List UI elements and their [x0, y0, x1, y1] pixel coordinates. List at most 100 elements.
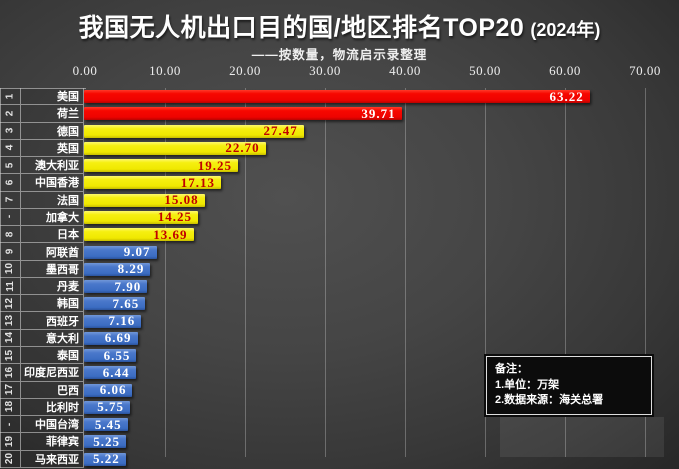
country-label: 中国台湾	[21, 416, 84, 434]
rank-label: 14	[4, 332, 16, 344]
value-label: 5.25	[93, 433, 120, 449]
rank-label: 18	[4, 401, 16, 413]
rank-label: 5	[4, 162, 16, 168]
country-label: 比利时	[21, 398, 84, 417]
axis-tick-label: 40.00	[389, 63, 421, 78]
country-label: 马来西亚	[21, 450, 84, 468]
country-label: 日本	[21, 226, 84, 244]
value-bar: 5.25	[84, 433, 126, 449]
value-label: 6.69	[104, 330, 132, 346]
axis-tick-label: 0.00	[72, 63, 98, 78]
rank-label: 3	[4, 127, 16, 134]
bar-zone: 39.71	[84, 105, 679, 122]
value-label: 15.08	[164, 192, 199, 208]
value-bar: 5.22	[84, 451, 126, 466]
rank-cell: 10	[0, 260, 21, 278]
value-label: 6.44	[102, 364, 130, 380]
bar-zone: 63.22	[84, 88, 679, 105]
chart-subtitle: ——按数量，物流启示录整理	[251, 48, 428, 62]
table-row: 2 荷兰 39.71	[0, 105, 679, 123]
country-label: 澳大利亚	[21, 157, 84, 175]
table-row: 20 马来西亚 5.22	[0, 450, 679, 468]
rank-cell: 2	[0, 105, 21, 123]
table-row: 16 印度尼西亚 6.44	[0, 364, 679, 382]
country-label: 泰国	[21, 346, 84, 365]
country-label: 印度尼西亚	[21, 364, 84, 382]
rank-cell: 6	[0, 174, 21, 192]
country-label: 德国	[21, 122, 84, 140]
chart-title-main: 我国无人机出口目的国/地区排名TOP20	[78, 14, 525, 42]
table-row: - 加拿大 14.25	[0, 208, 679, 227]
bar-zone: 5.22	[84, 451, 679, 468]
rank-label: 4	[4, 145, 16, 151]
rank-cell: 9	[0, 243, 21, 261]
rank-cell: 11	[0, 277, 21, 296]
bar-zone: 8.29	[84, 261, 679, 278]
rank-label: 1	[4, 93, 16, 99]
value-label: 5.45	[94, 416, 122, 432]
rank-cell: 7	[0, 191, 21, 209]
value-bar: 7.16	[84, 313, 142, 329]
value-bar: 17.13	[84, 174, 222, 190]
bar-zone: 5.75	[84, 399, 679, 416]
table-row: 18 比利时 5.75	[0, 398, 679, 417]
value-label: 7.16	[108, 313, 136, 329]
country-label: 阿联酋	[21, 243, 84, 261]
axis-tick-label: 30.00	[309, 63, 341, 78]
table-row: 19 菲律宾 5.25	[0, 433, 679, 451]
value-label: 17.13	[180, 174, 216, 190]
rank-label: 9	[4, 248, 16, 255]
gridline	[165, 88, 166, 457]
rank-cell: 15	[0, 346, 21, 365]
country-label: 意大利	[21, 329, 84, 347]
country-label: 菲律宾	[21, 433, 84, 451]
value-label: 22.70	[225, 140, 260, 156]
country-label: 西班牙	[21, 312, 84, 330]
note-line: 2.数据来源：海关总署	[495, 394, 604, 406]
rank-label: -	[4, 422, 16, 426]
bar-zone: 6.06	[84, 382, 679, 399]
rank-cell: 14	[0, 329, 21, 347]
rank-label: 6	[4, 179, 16, 186]
gridline	[325, 88, 326, 457]
value-label: 63.22	[549, 88, 584, 104]
bar-zone: 9.07	[84, 243, 679, 260]
bar-zone: 5.45	[84, 416, 679, 433]
rank-label: 16	[4, 366, 16, 378]
plot-area: 1 美国 63.22 2 荷兰 39.71 3 德国 27.47 4 英国 22.70 5 澳大利亚 19.…	[0, 88, 679, 468]
rank-cell: 19	[0, 433, 21, 451]
country-label: 韩国	[21, 295, 84, 313]
value-bar: 7.65	[84, 296, 146, 311]
value-bar: 27.47	[84, 123, 304, 138]
bar-zone: 5.25	[84, 433, 679, 450]
rank-cell: 20	[0, 450, 21, 468]
value-bar: 6.44	[84, 364, 136, 380]
country-label: 中国香港	[21, 174, 84, 192]
country-label: 墨西哥	[21, 260, 84, 278]
rank-cell: 12	[0, 295, 21, 313]
bar-zone: 7.90	[84, 278, 679, 295]
bar-zone: 27.47	[84, 123, 679, 140]
background-patch	[500, 417, 664, 457]
value-bar: 15.08	[84, 192, 205, 208]
value-bar: 19.25	[84, 158, 238, 173]
rank-label: 7	[4, 196, 16, 203]
value-bar: 14.25	[84, 209, 198, 224]
bar-rows: 1 美国 63.22 2 荷兰 39.71 3 德国 27.47 4 英国 22.70 5 澳大利亚 19.…	[0, 88, 679, 468]
bar-zone: 7.16	[84, 312, 679, 329]
bar-zone: 6.55	[84, 347, 679, 364]
value-bar: 6.55	[84, 347, 137, 363]
bar-zone: 7.65	[84, 295, 679, 312]
rank-label: 12	[4, 297, 16, 309]
rank-label: 2	[4, 110, 16, 117]
rank-label: 13	[4, 315, 16, 327]
value-bar: 9.07	[84, 244, 157, 259]
note-line: 1.单位：万架	[495, 378, 560, 391]
rank-label: 19	[4, 435, 16, 447]
table-row: 15 泰国 6.55	[0, 346, 679, 365]
country-label: 英国	[21, 139, 84, 158]
table-row: 14 意大利 6.69	[0, 329, 679, 347]
value-label: 6.55	[103, 347, 131, 363]
table-row: 11 丹麦 7.90	[0, 277, 679, 296]
